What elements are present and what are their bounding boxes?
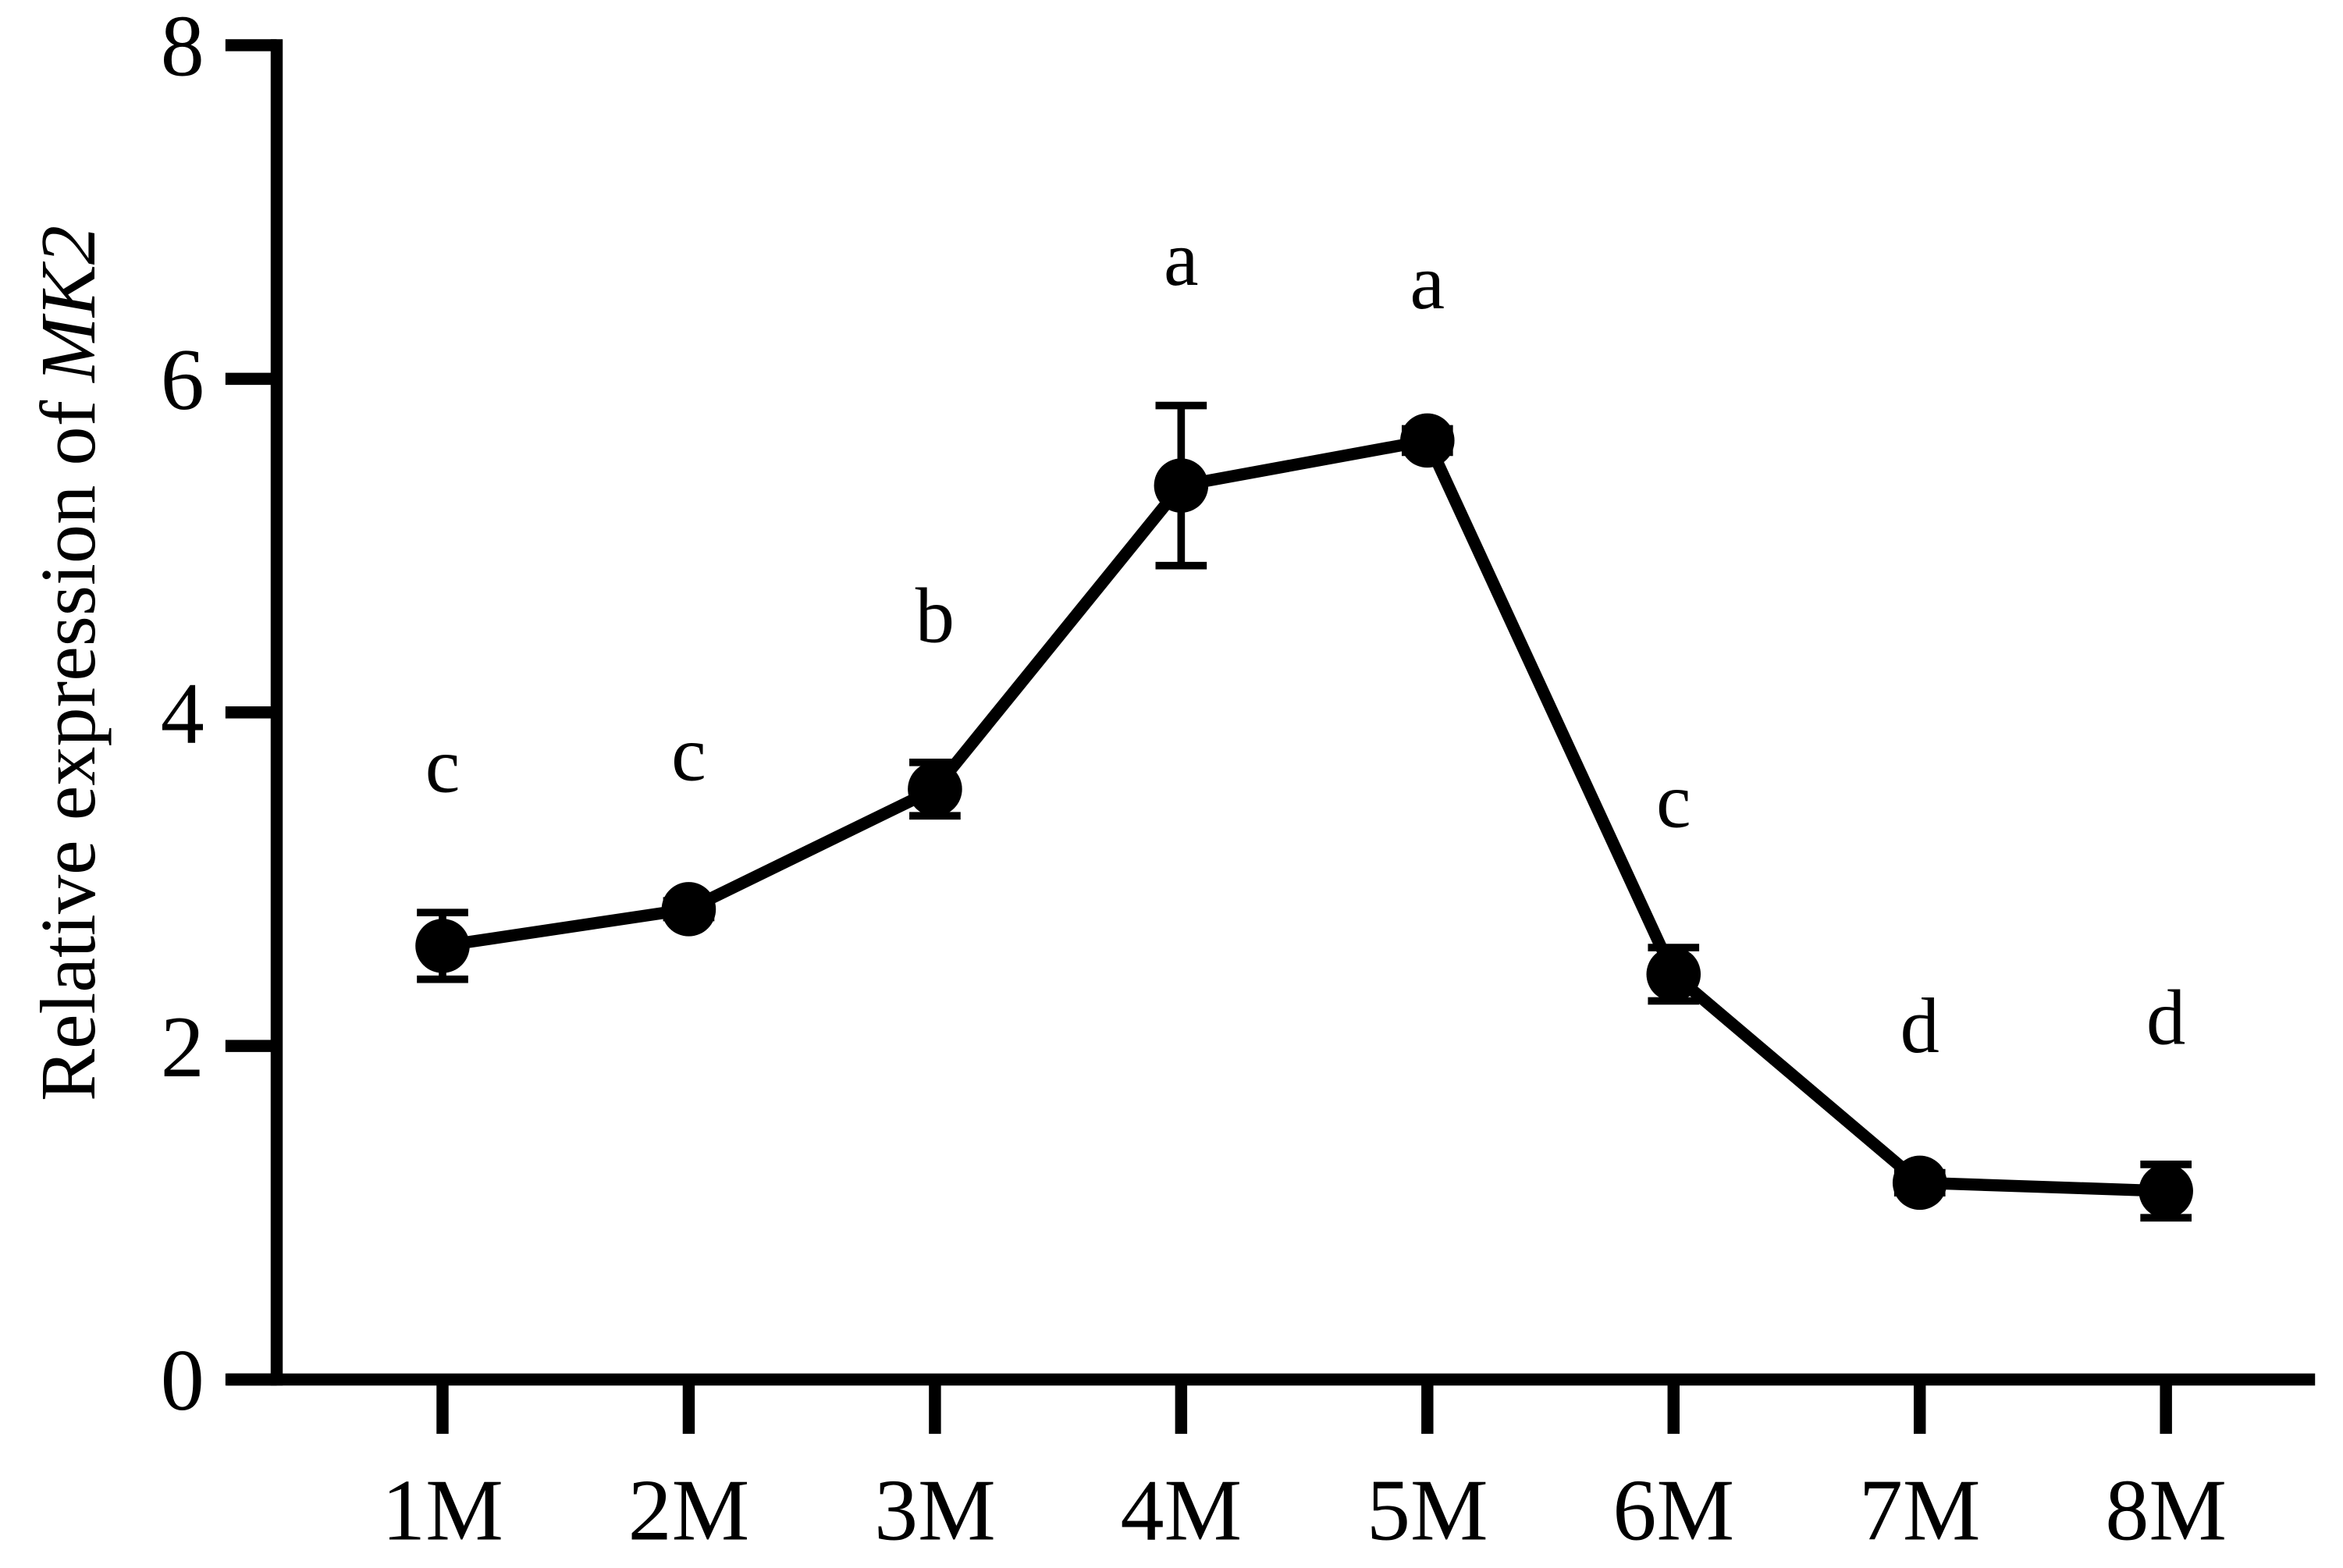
significance-letter: c [425,722,460,809]
y-tick-label: 2 [161,999,204,1096]
significance-letter: c [671,710,706,798]
x-tick-label: 7M [1859,1462,1981,1559]
data-point [908,762,962,816]
data-point [1892,1155,1947,1211]
x-tick-label: 5M [1367,1462,1488,1559]
significance-letter: c [1656,757,1691,844]
significance-letter: d [2146,973,2185,1061]
x-tick-label: 1M [382,1462,503,1559]
x-tick-label: 2M [628,1462,750,1559]
data-point [415,919,470,973]
x-tick-label: 8M [2105,1462,2227,1559]
significance-letter: a [1164,215,1199,302]
significance-letter: b [916,571,955,659]
y-tick-label: 6 [161,332,204,428]
data-point [1646,947,1701,1002]
y-axis-label: Relative expression of MK2 [24,226,112,1101]
significance-letter: a [1410,238,1445,325]
y-tick-label: 0 [161,1332,204,1429]
y-label-text: Relative expression of [24,400,112,1101]
significance-letter: d [1900,982,1939,1069]
y-tick-label: 4 [161,665,204,762]
y-label-italic: MK2 [24,226,112,384]
data-point [661,882,716,937]
x-tick-label: 4M [1121,1462,1243,1559]
y-tick-label: 8 [161,0,204,95]
data-point [1154,458,1209,513]
x-tick-label: 3M [874,1462,996,1559]
data-point [2139,1164,2193,1218]
data-line [441,434,2167,1197]
data-point [1400,413,1455,468]
x-tick-label: 6M [1612,1462,1734,1559]
